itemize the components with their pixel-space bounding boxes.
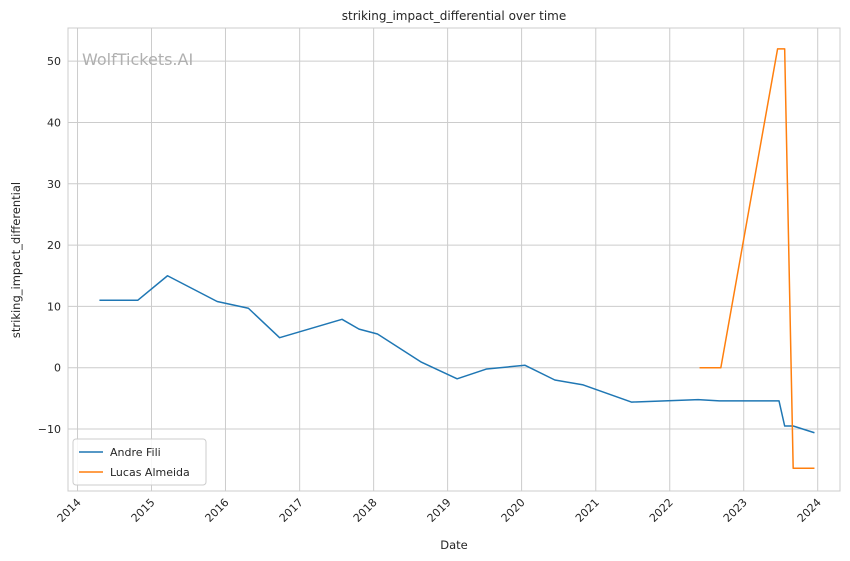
x-tick-label-2024: 2024: [795, 496, 824, 525]
y-tick-label-20: 20: [47, 239, 61, 252]
x-tick-label-2020: 2020: [499, 496, 528, 525]
x-tick-label-2018: 2018: [351, 496, 380, 525]
plot-frame: [67, 27, 841, 492]
legend: Andre Fili Lucas Almeida: [72, 438, 207, 486]
legend-label-lucas-almeida: Lucas Almeida: [110, 466, 190, 479]
plot-background: [68, 28, 840, 491]
x-tick-label-2023: 2023: [721, 496, 750, 525]
chart-title: striking_impact_differential over time: [342, 9, 567, 23]
watermark: WolfTickets.AI: [82, 50, 193, 69]
series-line-lucas-almeida: [699, 48, 815, 470]
legend-box: [72, 438, 207, 486]
x-tick-label-2015: 2015: [129, 496, 158, 525]
series-layer: [99, 48, 815, 470]
series-line-andre-fili: [99, 275, 815, 434]
y-tick-label-0: 0: [54, 362, 61, 375]
x-axis-label: Date: [440, 538, 468, 552]
x-tick-label-2021: 2021: [573, 496, 602, 525]
y-tick-label-50: 50: [47, 55, 61, 68]
y-tick-label-10: 10: [47, 300, 61, 313]
y-tick-label--10: −10: [38, 423, 61, 436]
y-axis-label: striking_impact_differential: [9, 182, 23, 338]
x-tick-label-2016: 2016: [203, 496, 232, 525]
legend-label-andre-fili: Andre Fili: [110, 446, 161, 459]
x-tick-label-2019: 2019: [425, 496, 454, 525]
y-axis-ticks: −10 0 10 20 30 40 50: [38, 55, 61, 436]
x-axis-ticks: 2014 2015 2016 2017 2018 2019 2020 2021 2022 2023…: [55, 496, 824, 525]
x-tick-label-2017: 2017: [277, 496, 306, 525]
x-tick-label-2022: 2022: [647, 496, 676, 525]
y-tick-label-30: 30: [47, 178, 61, 191]
x-tick-label-2014: 2014: [55, 496, 84, 525]
y-tick-label-40: 40: [47, 116, 61, 129]
